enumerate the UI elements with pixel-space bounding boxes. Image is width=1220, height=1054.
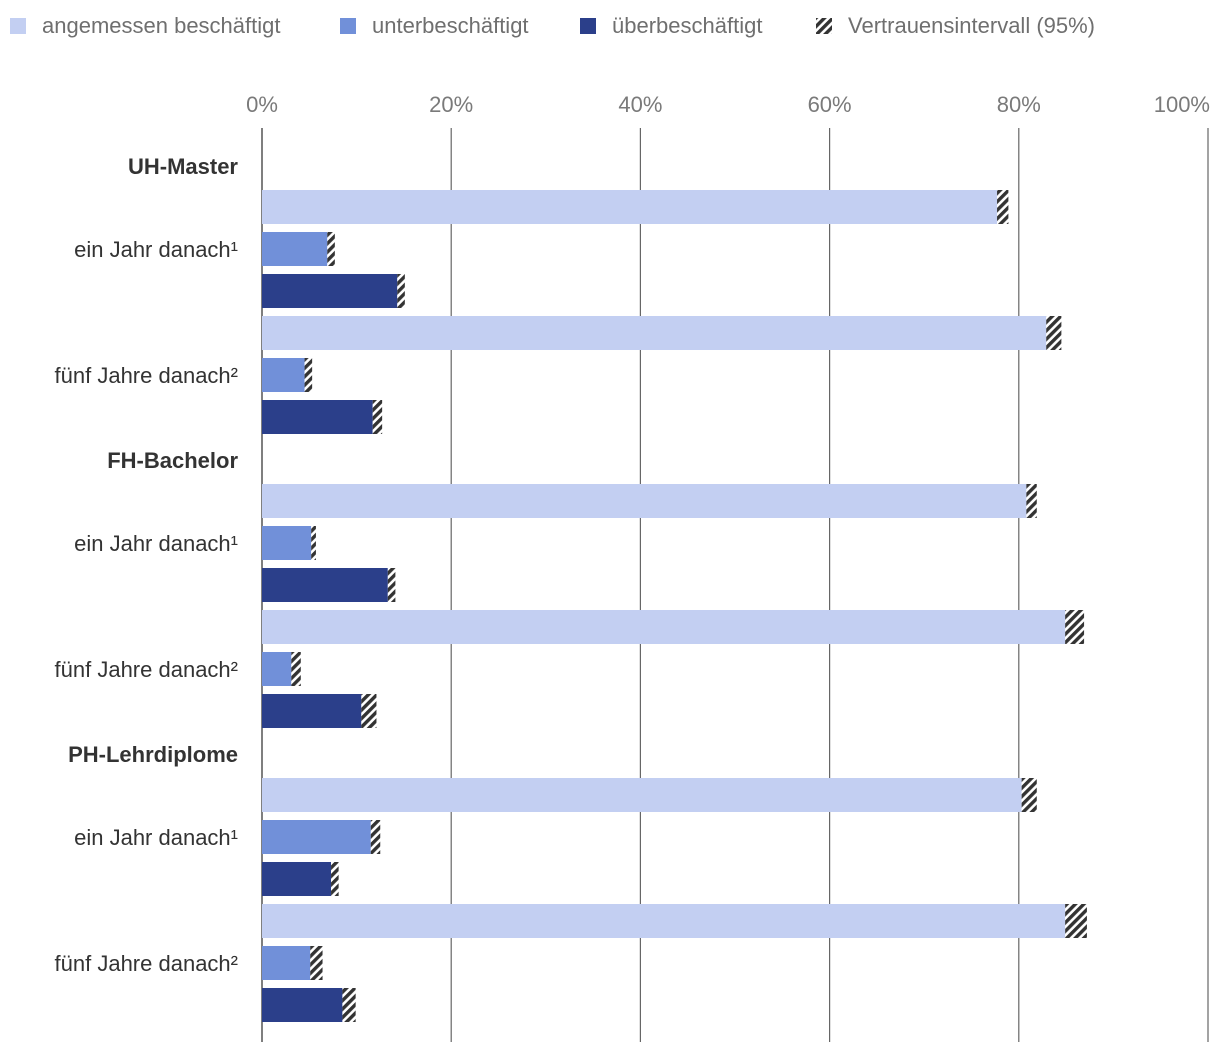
bar-2-0-unter	[262, 820, 371, 854]
ci-2-1-unter	[310, 946, 323, 980]
x-tick-label-1: 20%	[429, 92, 473, 117]
ci-0-1-angemessen	[1046, 316, 1062, 350]
ci-0-0-angemessen	[997, 190, 1009, 224]
legend-label-angemessen: angemessen beschäftigt	[42, 13, 281, 38]
bar-2-0-angemessen	[262, 778, 1022, 812]
bar-2-1-ueber	[262, 988, 343, 1022]
bar-0-0-unter	[262, 232, 328, 266]
ci-2-0-angemessen	[1021, 778, 1037, 812]
bar-0-1-ueber	[262, 400, 373, 434]
ci-2-1-ueber	[342, 988, 356, 1022]
bar-1-1-ueber	[262, 694, 362, 728]
ci-1-1-angemessen	[1065, 610, 1085, 644]
ci-0-1-ueber	[372, 400, 383, 434]
bars	[262, 190, 1087, 1022]
bar-1-0-ueber	[262, 568, 388, 602]
legend-swatch-angemessen	[10, 18, 26, 34]
bar-0-0-angemessen	[262, 190, 998, 224]
x-tick-label-3: 60%	[808, 92, 852, 117]
category-labels: UH-Master ein Jahr danach¹ fünf Jahre dana…	[55, 154, 239, 976]
x-tick-label-5: 100%	[1154, 92, 1210, 117]
ci-1-1-unter	[291, 652, 301, 686]
group-label-1: FH-Bachelor	[107, 448, 238, 473]
ci-1-0-angemessen	[1026, 484, 1037, 518]
row-label-2-1: fünf Jahre danach²	[55, 951, 238, 976]
legend-label-ci: Vertrauensintervall (95%)	[848, 13, 1095, 38]
legend-swatch-ueber	[580, 18, 596, 34]
ci-2-0-ueber	[331, 862, 339, 896]
ci-1-0-unter	[311, 526, 316, 560]
legend-swatch-unter	[340, 18, 356, 34]
ci-0-1-unter	[304, 358, 313, 392]
bar-2-1-unter	[262, 946, 311, 980]
group-label-0: UH-Master	[128, 154, 238, 179]
bar-1-1-unter	[262, 652, 292, 686]
ci-0-0-ueber	[397, 274, 405, 308]
row-label-1-0: ein Jahr danach¹	[74, 531, 238, 556]
legend-label-ueber: überbeschäftigt	[612, 13, 762, 38]
bar-1-0-angemessen	[262, 484, 1027, 518]
row-label-0-0: ein Jahr danach¹	[74, 237, 238, 262]
ci-2-1-angemessen	[1065, 904, 1087, 938]
bar-0-1-angemessen	[262, 316, 1047, 350]
bar-2-0-ueber	[262, 862, 332, 896]
ci-0-0-unter	[327, 232, 335, 266]
ci-2-0-unter	[370, 820, 381, 854]
x-axis-ticks: 0% 20% 40% 60% 80% 100%	[246, 92, 1210, 117]
x-tick-label-2: 40%	[618, 92, 662, 117]
row-label-0-1: fünf Jahre danach²	[55, 363, 238, 388]
legend-label-unter: unterbeschäftigt	[372, 13, 529, 38]
legend-swatch-ci	[816, 18, 832, 34]
group-label-2: PH-Lehrdiplome	[68, 742, 238, 767]
ci-1-1-ueber	[361, 694, 377, 728]
bar-0-1-unter	[262, 358, 305, 392]
bar-1-1-angemessen	[262, 610, 1066, 644]
ci-1-0-ueber	[387, 568, 396, 602]
x-tick-label-0: 0%	[246, 92, 278, 117]
legend: angemessen beschäftigt unterbeschäftigt üb…	[10, 13, 1095, 38]
bar-0-0-ueber	[262, 274, 398, 308]
bar-2-1-angemessen	[262, 904, 1066, 938]
row-label-1-1: fünf Jahre danach²	[55, 657, 238, 682]
row-label-2-0: ein Jahr danach¹	[74, 825, 238, 850]
x-tick-label-4: 80%	[997, 92, 1041, 117]
bar-1-0-unter	[262, 526, 312, 560]
